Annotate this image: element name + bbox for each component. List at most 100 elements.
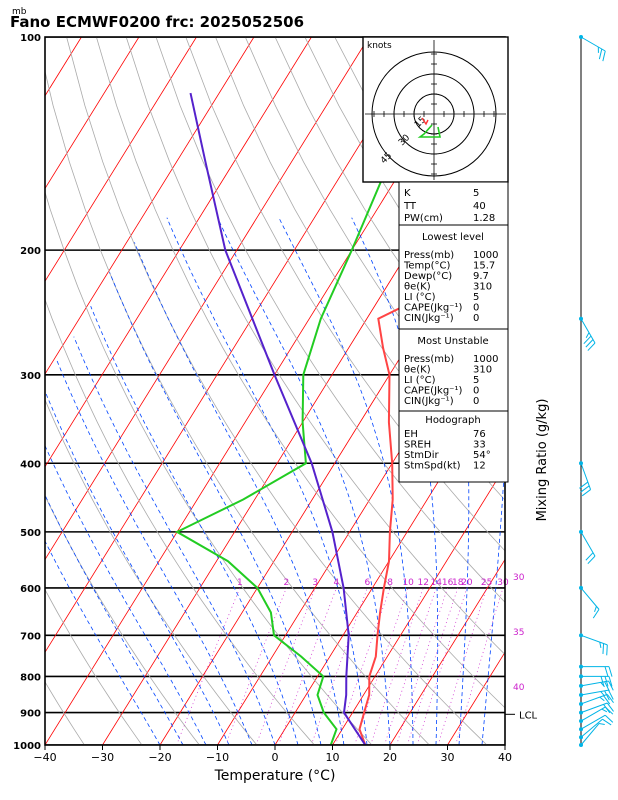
dry-adiabat	[125, 37, 505, 656]
barb-flag	[600, 676, 605, 687]
barb-flag	[583, 335, 592, 345]
barb-shaft	[580, 318, 596, 344]
y-tick-label: 600	[20, 584, 41, 595]
barb-flag	[587, 342, 596, 351]
mixing-ratio-label: 25	[481, 578, 492, 588]
barb-shaft	[580, 706, 606, 722]
moist-adiabat	[73, 336, 276, 745]
barb-shaft	[580, 714, 606, 730]
x-tick-label: −10	[206, 751, 229, 764]
y-tick-label: 400	[20, 459, 41, 470]
moist-adiabat	[55, 358, 253, 745]
dry-adiabat	[45, 398, 258, 745]
tt-value: 40	[473, 201, 486, 212]
barb-shaft	[580, 634, 608, 646]
barb-flag	[580, 485, 590, 493]
panel-row-value: 76	[473, 429, 486, 440]
hodograph-stats-title: Hodograph	[425, 415, 480, 426]
panel-row-value: 33	[473, 440, 486, 451]
barb-flag	[608, 676, 613, 687]
panel-row-value: 12	[473, 461, 486, 472]
mixing-ratio-label: 20	[461, 578, 473, 588]
barb-shaft	[580, 689, 609, 696]
mixing-ratio-line	[416, 587, 468, 745]
barb-flag	[592, 609, 600, 619]
moist-adiabat	[134, 242, 345, 745]
barb-shaft	[580, 463, 592, 490]
barb-shaft	[580, 531, 596, 557]
profiles	[174, 37, 505, 745]
panel-row-value: 9.7	[473, 271, 489, 282]
moist-adiabat	[278, 217, 414, 745]
tt-label: TT	[403, 201, 417, 212]
dry-adiabat	[45, 298, 315, 745]
dry-adiabat	[215, 37, 505, 501]
panel-row-label: θe(K)	[404, 365, 431, 376]
panel-row-label: Dewp(°C)	[404, 271, 452, 282]
barb-shaft	[580, 723, 600, 746]
isotherm	[332, 466, 505, 745]
pw-value: 1.28	[473, 213, 495, 224]
panel-row-label: θe(K)	[404, 282, 431, 293]
barb-flag	[601, 708, 608, 713]
y-tick-label: 300	[20, 371, 41, 382]
isotherm	[159, 187, 505, 745]
barb-flag	[581, 489, 591, 497]
panel-row-value: 5	[473, 375, 479, 386]
background-grid	[45, 37, 505, 745]
moist-adiabat	[109, 272, 322, 745]
x-axis-title: Temperature (°C)	[214, 768, 336, 784]
mixing-ratio-label: 12	[418, 578, 429, 588]
mixing-ratio-line	[310, 587, 368, 745]
lowest-level-title: Lowest level	[422, 232, 484, 243]
hodograph-trace-low	[421, 117, 429, 126]
barb-flag	[602, 718, 612, 726]
panel-row-label: LI (°C)	[404, 375, 436, 386]
panel-row-value: 54°	[473, 450, 491, 461]
theta-e-label: 30	[513, 573, 525, 583]
y-tick-label: 500	[20, 528, 41, 539]
panel-row-value: 310	[473, 282, 492, 293]
barb-shaft	[580, 680, 609, 687]
panel-row-value: 15.7	[473, 261, 495, 272]
y-tick-label: 1000	[13, 741, 41, 752]
moist-adiabat	[166, 217, 368, 745]
barb-flag	[598, 48, 603, 60]
panel-row-value: 0	[473, 303, 479, 314]
y-tick-label: 800	[20, 672, 41, 683]
panel-row-label: Temp(°C)	[403, 261, 451, 272]
mixing-ratio-line	[225, 587, 287, 745]
barb-flag	[608, 680, 614, 691]
mixing-ratio-label: 6	[364, 578, 370, 588]
barb-flag	[599, 642, 602, 648]
y-tick-label: 200	[20, 246, 41, 257]
moist-adiabat	[351, 217, 439, 745]
indices-panel: K 5 TT 40 PW(cm) 1.28 Lowest level Press…	[398, 181, 509, 483]
mixing-ratio-label: 8	[387, 578, 393, 588]
right-axis-title: Mixing Ratio (g/kg)	[535, 399, 550, 522]
panel-row-value: 1000	[473, 250, 498, 261]
series-parcel	[189, 92, 367, 745]
barb-flag	[587, 555, 596, 565]
hodograph-stats-box	[398, 410, 509, 483]
panel-row-value: 0	[473, 313, 479, 324]
mixing-ratio-line	[354, 587, 409, 745]
mixing-ratio-line	[278, 587, 337, 745]
hodograph-units: knots	[367, 41, 392, 51]
moist-adiabat	[45, 540, 161, 745]
isotherm	[504, 744, 505, 745]
chart-title: Fano ECMWF0200 frc: 2025052506	[10, 13, 304, 31]
mixing-ratio-line	[176, 587, 241, 745]
theta-e-label: 40	[513, 683, 525, 693]
x-tick-label: 40	[498, 751, 512, 764]
panel-row-label: StmSpd(kt)	[404, 461, 461, 472]
mixing-ratio-label: 1	[237, 578, 243, 588]
barb-shaft	[580, 702, 608, 714]
panel-row-label: CAPE(Jkg⁻¹)	[404, 386, 462, 397]
lcl-label: LCL	[519, 710, 538, 721]
barb-flag	[603, 695, 611, 705]
panel-row-label: CIN(Jkg⁻¹)	[404, 396, 454, 407]
barb-flag	[604, 681, 610, 692]
barb-flag	[606, 702, 614, 712]
